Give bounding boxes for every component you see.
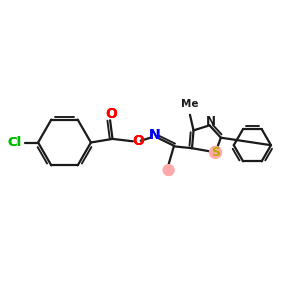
Text: O: O	[132, 134, 144, 148]
Text: S: S	[211, 146, 220, 159]
Text: O: O	[106, 107, 118, 121]
Text: Cl: Cl	[8, 136, 22, 149]
Text: Me: Me	[181, 99, 199, 110]
Circle shape	[164, 165, 174, 175]
Text: N: N	[149, 128, 160, 142]
Circle shape	[163, 165, 174, 176]
Text: O: O	[132, 134, 144, 148]
Text: Cl: Cl	[8, 136, 22, 149]
Text: N: N	[206, 115, 216, 128]
Circle shape	[209, 146, 221, 158]
Text: N: N	[149, 128, 160, 142]
Text: O: O	[106, 107, 118, 121]
